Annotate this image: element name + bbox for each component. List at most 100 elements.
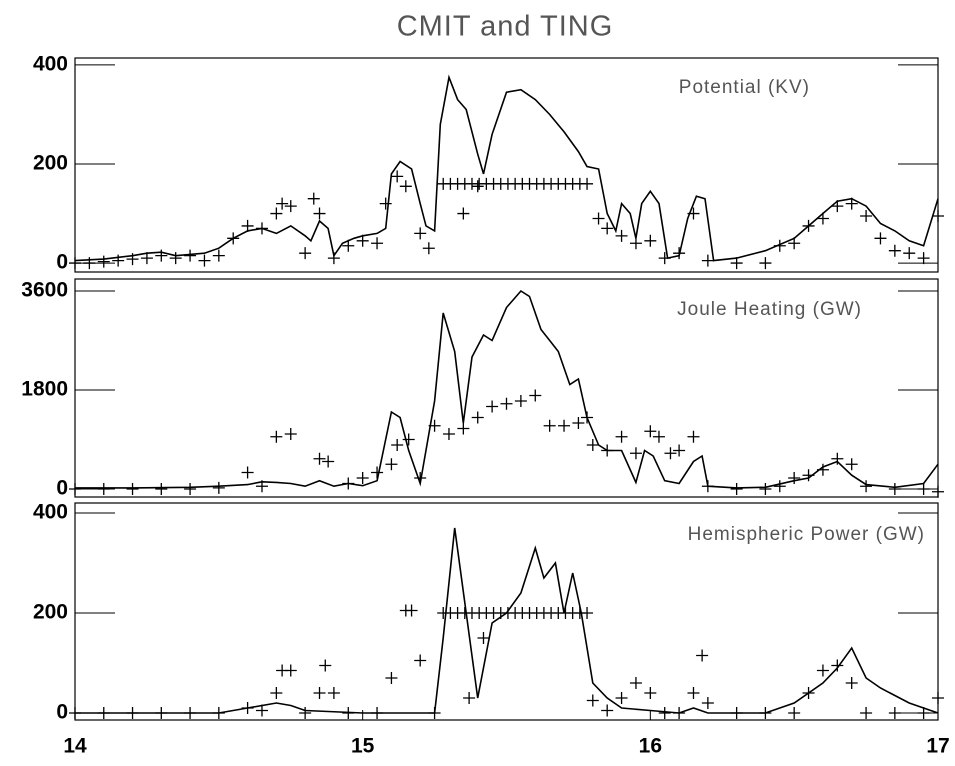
plus-marker bbox=[586, 694, 599, 707]
plus-marker bbox=[831, 200, 844, 213]
x-tick-label: 16 bbox=[639, 735, 662, 758]
plus-marker bbox=[270, 207, 283, 220]
plus-marker bbox=[184, 482, 197, 495]
plus-marker bbox=[730, 257, 743, 270]
plus-marker bbox=[463, 692, 476, 704]
plus-marker bbox=[402, 433, 415, 446]
plus-marker bbox=[932, 210, 944, 223]
plus-marker bbox=[371, 707, 384, 719]
plus-marker bbox=[356, 234, 369, 247]
plus-marker bbox=[198, 254, 211, 267]
plus-marker bbox=[342, 707, 355, 719]
plus-marker bbox=[514, 395, 527, 408]
plus-marker bbox=[391, 438, 404, 451]
plus-marker bbox=[701, 254, 714, 267]
plus-marker bbox=[673, 707, 686, 719]
plus-marker bbox=[371, 466, 384, 479]
plus-marker bbox=[581, 607, 594, 619]
plus-marker bbox=[759, 257, 772, 270]
plus-marker bbox=[155, 707, 168, 719]
data-line bbox=[74, 74, 939, 262]
plus-marker bbox=[932, 692, 944, 704]
plus-marker bbox=[313, 207, 326, 220]
panel-annotation: Hemispheric Power (GW) bbox=[688, 524, 925, 545]
plus-marker bbox=[342, 477, 355, 490]
plus-marker bbox=[371, 237, 384, 250]
plus-marker bbox=[802, 469, 815, 482]
plus-marker bbox=[592, 212, 605, 225]
plus-marker bbox=[155, 249, 168, 262]
plus-marker bbox=[658, 252, 671, 265]
plus-marker bbox=[97, 255, 110, 268]
plus-marker bbox=[759, 482, 772, 495]
plus-marker bbox=[601, 704, 614, 717]
plus-marker bbox=[299, 707, 312, 719]
plus-marker bbox=[414, 471, 427, 484]
plus-marker bbox=[442, 427, 455, 440]
plus-marker bbox=[788, 471, 801, 484]
plus-marker bbox=[658, 707, 671, 719]
plus-marker bbox=[816, 212, 829, 225]
plus-marker bbox=[97, 707, 110, 719]
plus-marker bbox=[126, 707, 139, 719]
plus-marker bbox=[126, 253, 139, 266]
plus-marker bbox=[802, 687, 815, 699]
plus-marker bbox=[255, 480, 268, 493]
plot-frame bbox=[74, 57, 939, 273]
plus-marker bbox=[572, 416, 585, 429]
plus-marker bbox=[917, 482, 930, 495]
plus-marker bbox=[831, 452, 844, 465]
plus-marker bbox=[428, 419, 441, 432]
plus-marker bbox=[816, 463, 829, 476]
plus-marker bbox=[730, 482, 743, 495]
y-tick-label: 400 bbox=[33, 52, 68, 75]
plus-marker bbox=[860, 210, 873, 223]
plus-marker bbox=[313, 452, 326, 465]
plus-marker bbox=[486, 400, 499, 413]
plus-marker bbox=[477, 632, 490, 644]
plus-marker bbox=[342, 239, 355, 252]
plus-marker bbox=[385, 458, 398, 471]
plus-marker bbox=[379, 197, 392, 210]
plus-marker bbox=[319, 659, 332, 672]
y-tick-label: 0 bbox=[56, 477, 68, 500]
plus-marker bbox=[391, 170, 404, 183]
plus-marker bbox=[664, 447, 677, 460]
plus-marker bbox=[759, 707, 772, 719]
plus-marker bbox=[457, 422, 470, 435]
plus-marker bbox=[126, 482, 139, 495]
plus-marker bbox=[385, 672, 398, 684]
plus-marker bbox=[212, 707, 225, 719]
plus-marker bbox=[112, 254, 125, 267]
plus-marker bbox=[932, 485, 944, 498]
plus-marker bbox=[299, 247, 312, 260]
plus-marker bbox=[471, 411, 484, 424]
plus-marker bbox=[140, 252, 153, 265]
plus-marker bbox=[241, 702, 254, 714]
plus-marker bbox=[687, 207, 700, 220]
plus-marker bbox=[874, 232, 887, 245]
plus-marker bbox=[327, 252, 340, 265]
panel-annotation: Potential (KV) bbox=[679, 77, 810, 98]
plus-marker bbox=[629, 237, 642, 250]
plus-marker bbox=[276, 197, 289, 210]
panel-annotation: Joule Heating (GW) bbox=[677, 299, 862, 320]
plus-marker bbox=[255, 704, 268, 717]
y-tick-label: 1800 bbox=[21, 378, 68, 401]
data-line bbox=[75, 527, 939, 714]
plus-marker bbox=[212, 481, 225, 494]
plus-marker bbox=[644, 425, 657, 438]
plus-marker bbox=[615, 229, 628, 242]
plus-marker bbox=[83, 257, 96, 270]
plus-marker bbox=[212, 249, 225, 262]
plus-marker bbox=[701, 697, 714, 709]
plus-marker bbox=[687, 430, 700, 443]
y-tick-label: 200 bbox=[33, 601, 68, 624]
x-tick-label: 14 bbox=[63, 735, 87, 758]
plus-marker bbox=[97, 482, 110, 495]
plus-marker bbox=[816, 664, 829, 677]
plus-marker bbox=[69, 482, 81, 495]
plus-marker bbox=[601, 444, 614, 457]
y-tick-label: 0 bbox=[56, 251, 68, 274]
